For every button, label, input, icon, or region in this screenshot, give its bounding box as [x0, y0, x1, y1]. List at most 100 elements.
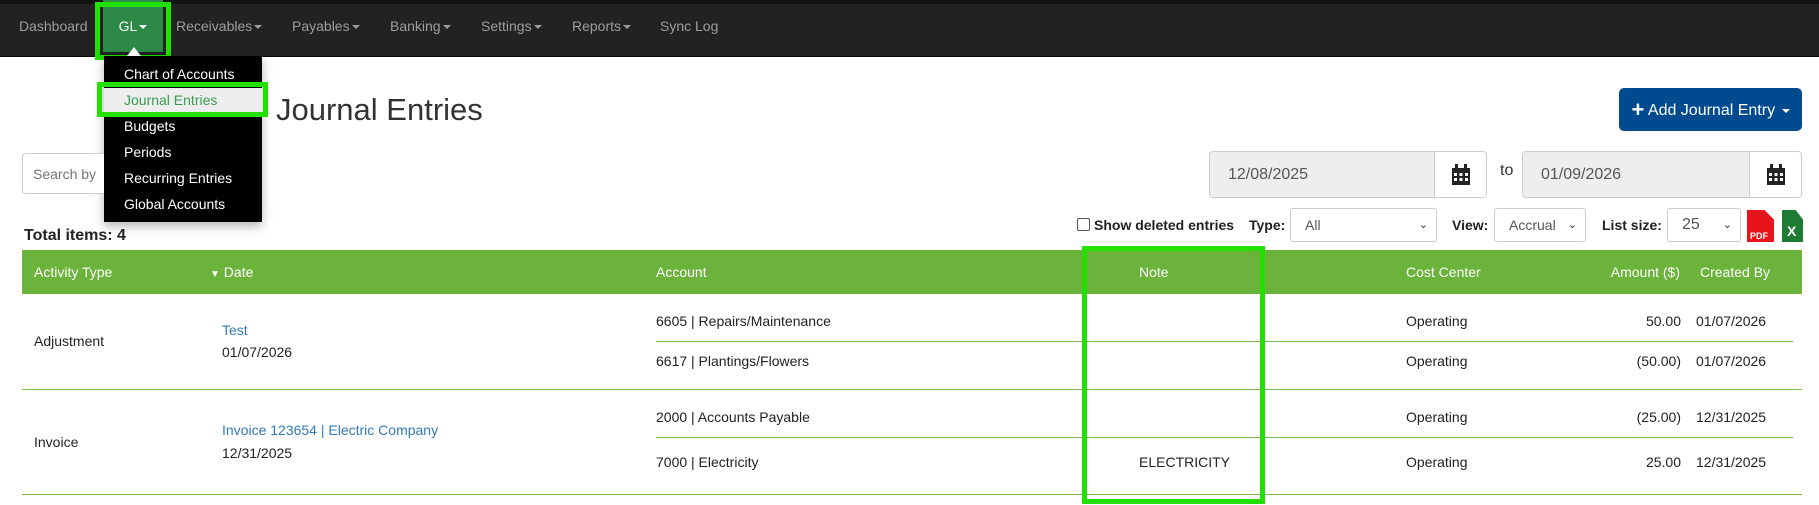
- caret-down-icon: [442, 25, 451, 30]
- amount: 50.00: [1645, 313, 1681, 329]
- pdf-label: PDF: [1750, 231, 1768, 241]
- date-from-input[interactable]: [1210, 152, 1436, 197]
- export-pdf-icon[interactable]: PDF: [1747, 210, 1774, 242]
- col-date[interactable]: ▼ Date: [210, 250, 253, 297]
- table-header: Activity Type ▼ Date Account Note Cost C…: [22, 250, 1802, 294]
- calendar-button[interactable]: [1749, 152, 1801, 197]
- date-to-field[interactable]: [1522, 151, 1802, 198]
- show-deleted-label: Show deleted entries: [1094, 217, 1235, 233]
- type-label: Type:: [1249, 217, 1286, 233]
- col-created-by[interactable]: Created By: [1700, 264, 1771, 280]
- menu-item-budgets[interactable]: Budgets: [124, 118, 176, 134]
- cost-center: Operating: [1406, 454, 1468, 470]
- nav-label: GL: [118, 18, 138, 34]
- cost-center: Operating: [1406, 313, 1468, 329]
- nav-receivables[interactable]: Receivables: [176, 0, 263, 52]
- date-to-input[interactable]: [1523, 152, 1751, 197]
- search-input[interactable]: [22, 153, 104, 194]
- account: 6605 | Repairs/Maintenance: [656, 313, 831, 329]
- account: 6617 | Plantings/Flowers: [656, 353, 810, 369]
- caret-down-icon: [139, 25, 148, 30]
- caret-down-icon: [1781, 108, 1790, 113]
- cost-center: Operating: [1406, 353, 1468, 369]
- caret-down-icon: [533, 25, 542, 30]
- gl-dropdown-menu: Chart of Accounts Journal Entries Budget…: [104, 56, 262, 222]
- nav-label: Sync Log: [660, 18, 719, 34]
- select-value: 25: [1682, 216, 1700, 233]
- entry-link[interactable]: Test: [222, 322, 248, 338]
- calendar-icon: [1451, 163, 1470, 185]
- amount: (25.00): [1636, 409, 1681, 425]
- nav-label: Reports: [572, 18, 622, 34]
- show-deleted-checkbox[interactable]: [1077, 218, 1090, 231]
- nav-label: Receivables: [176, 18, 253, 34]
- calendar-button[interactable]: [1434, 152, 1486, 197]
- nav-label: Payables: [292, 18, 350, 34]
- nav-gl[interactable]: GL: [103, 0, 163, 52]
- created-by: 12/31/2025: [1696, 409, 1767, 425]
- menu-item-recurring-entries[interactable]: Recurring Entries: [124, 170, 233, 186]
- chevron-down-icon: ⌄: [1418, 219, 1428, 231]
- note: ELECTRICITY: [1139, 454, 1231, 470]
- menu-item-chart-of-accounts[interactable]: Chart of Accounts: [124, 66, 235, 82]
- col-account[interactable]: Account: [656, 264, 707, 280]
- group-divider: [22, 494, 1802, 495]
- button-label: Add Journal Entry: [1647, 102, 1776, 119]
- xls-label: X: [1787, 223, 1797, 239]
- created-by: 01/07/2026: [1696, 353, 1767, 369]
- calendar-icon: [1766, 163, 1785, 185]
- col-cost-center[interactable]: Cost Center: [1406, 264, 1481, 280]
- caret-down-icon: [351, 25, 360, 30]
- entry-date: 01/07/2026: [222, 344, 293, 360]
- sort-desc-icon: ▼: [210, 269, 220, 280]
- row-divider: [656, 437, 1793, 438]
- chevron-down-icon: ⌄: [1567, 219, 1577, 231]
- note-column-highlight-box: [1082, 246, 1265, 504]
- created-by: 01/07/2026: [1696, 313, 1767, 329]
- group-divider: [22, 389, 1802, 390]
- entry-link[interactable]: Invoice 123654 | Electric Company: [222, 422, 439, 438]
- amount: 25.00: [1645, 454, 1681, 470]
- nav-reports[interactable]: Reports: [572, 0, 632, 52]
- chevron-down-icon: ⌄: [1722, 219, 1732, 231]
- plus-icon: +: [1631, 97, 1645, 122]
- nav-sync-log[interactable]: Sync Log: [660, 0, 718, 52]
- col-activity-type[interactable]: Activity Type: [34, 264, 113, 280]
- cost-center: Operating: [1406, 409, 1468, 425]
- entry-date: 12/31/2025: [222, 445, 293, 461]
- amount: (50.00): [1636, 353, 1681, 369]
- page-title: Journal Entries: [276, 92, 483, 127]
- row-divider: [656, 341, 1793, 342]
- list-size-label: List size:: [1602, 217, 1662, 233]
- select-value: All: [1305, 217, 1321, 233]
- dropdown-arrow-icon: [127, 47, 141, 56]
- col-amount[interactable]: Amount ($): [1610, 264, 1680, 280]
- nav-dashboard[interactable]: Dashboard: [19, 0, 88, 52]
- date-from-field[interactable]: [1209, 151, 1487, 198]
- col-note[interactable]: Note: [1139, 264, 1169, 280]
- select-value: Accrual: [1509, 217, 1556, 233]
- created-by: 12/31/2025: [1696, 454, 1767, 470]
- nav-payables[interactable]: Payables: [292, 0, 360, 52]
- nav-settings[interactable]: Settings: [481, 0, 542, 52]
- menu-item-periods[interactable]: Periods: [124, 144, 172, 160]
- menu-item-global-accounts[interactable]: Global Accounts: [124, 196, 226, 212]
- col-label: Date: [223, 264, 254, 280]
- caret-down-icon: [254, 25, 263, 30]
- to-label: to: [1500, 162, 1514, 179]
- menu-item-journal-entries[interactable]: Journal Entries: [104, 88, 262, 112]
- view-label: View:: [1452, 217, 1489, 233]
- nav-label: Banking: [390, 18, 441, 34]
- journal-entries-highlight-box: [97, 82, 268, 117]
- export-excel-icon[interactable]: X: [1782, 210, 1803, 242]
- nav-banking[interactable]: Banking: [390, 0, 451, 52]
- list-size-select[interactable]: 25 ⌄: [1667, 208, 1741, 242]
- type-select[interactable]: All ⌄: [1290, 208, 1437, 242]
- nav-label: Settings: [481, 18, 532, 34]
- view-select[interactable]: Accrual ⌄: [1494, 208, 1586, 242]
- total-items: Total items: 4: [24, 227, 126, 244]
- activity-type: Invoice: [34, 434, 79, 450]
- top-navbar: [0, 0, 1819, 57]
- account: 2000 | Accounts Payable: [656, 409, 810, 425]
- add-journal-entry-button[interactable]: + Add Journal Entry: [1619, 88, 1802, 131]
